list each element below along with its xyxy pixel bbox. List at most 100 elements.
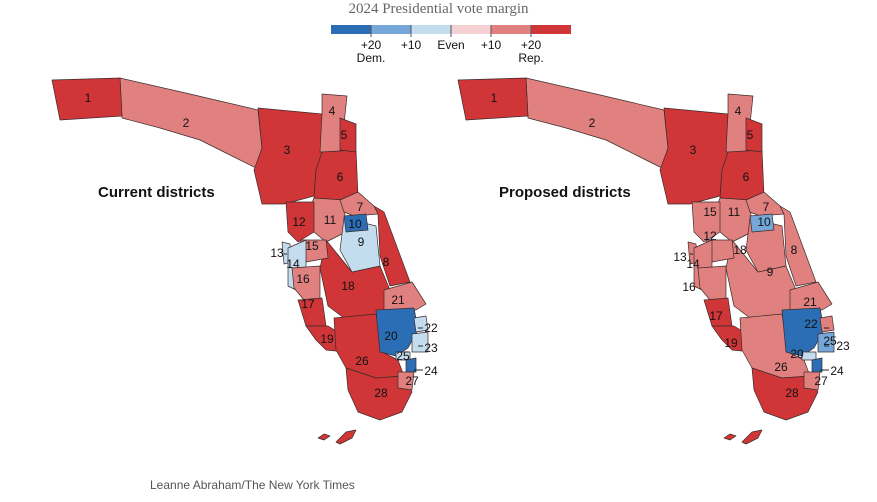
current-district-label-14: 14 (286, 257, 300, 271)
current-district-label-22: 22 (424, 321, 438, 335)
current-district-label-6: 6 (337, 170, 344, 184)
current-district-12 (285, 201, 315, 243)
current-district-label-16: 16 (296, 272, 310, 286)
current-district-label-13: 13 (270, 246, 284, 260)
proposed-district-16 (697, 265, 727, 301)
proposed-district-label-19: 19 (724, 336, 738, 350)
legend-swatch-2 (371, 25, 411, 34)
legend-tick-label: +20 (521, 38, 542, 52)
current-district-22 (413, 315, 429, 333)
proposed-district-8 (779, 205, 817, 287)
current-district-28 (345, 367, 413, 421)
proposed-florida-keys (741, 429, 763, 445)
proposed-district-label-17: 17 (709, 309, 723, 323)
proposed-district-label-4: 4 (735, 104, 742, 118)
current-district-24 (405, 357, 417, 373)
legend-tick-sublabel: Dem. (357, 51, 386, 65)
proposed-district-label-1: 1 (491, 91, 498, 105)
proposed-district-5 (745, 117, 763, 153)
proposed-district-label-25: 25 (823, 334, 837, 348)
legend-tick-sublabel: Rep. (518, 51, 543, 65)
proposed-district-20 (781, 307, 825, 357)
proposed-district-label-24: 24 (830, 364, 844, 378)
current-district-label-2: 2 (183, 116, 190, 130)
legend-swatch-6 (531, 25, 571, 34)
current-district-23 (411, 331, 429, 353)
proposed-district-label-15: 15 (703, 205, 717, 219)
legend-tick-label: +10 (481, 38, 502, 52)
current-district-label-8: 8 (383, 255, 390, 269)
current-district-2 (119, 77, 263, 169)
current-district-label-9: 9 (358, 235, 365, 249)
proposed-district-label-18: 18 (733, 243, 747, 257)
current-district-label-28: 28 (374, 386, 388, 400)
current-florida-keys-west (317, 433, 331, 441)
current-district-label-4: 4 (329, 104, 336, 118)
current-district-label-11: 11 (324, 213, 337, 227)
current-district-20 (375, 307, 419, 357)
proposed-district-1 (457, 77, 529, 121)
legend-tick-label: +20 (361, 38, 382, 52)
current-district-27 (397, 371, 415, 391)
current-district-label-23: 23 (424, 341, 438, 355)
legend-title: 2024 Presidential vote margin (348, 1, 529, 17)
current-district-label-19: 19 (320, 332, 334, 346)
current-district-label-7: 7 (357, 200, 364, 214)
current-district-21 (383, 281, 427, 311)
proposed-district-label-23: 23 (836, 339, 850, 353)
proposed-district-label-22: 22 (804, 317, 818, 331)
legend-tick-label: +10 (401, 38, 422, 52)
current-district-label-1: 1 (85, 91, 92, 105)
proposed-district-label-21: 21 (803, 295, 817, 309)
current-district-label-15: 15 (305, 239, 319, 253)
proposed-district-label-27: 27 (814, 374, 828, 388)
current-district-label-21: 21 (391, 293, 405, 307)
legend-swatch-1 (331, 25, 371, 34)
current-district-label-5: 5 (341, 128, 348, 142)
proposed-district-22 (819, 315, 835, 333)
proposed-district-28 (751, 367, 819, 421)
current-district-label-24: 24 (424, 364, 438, 378)
proposed-district-label-20: 20 (790, 347, 804, 361)
proposed-district-label-11: 11 (728, 205, 741, 219)
current-district-1 (51, 77, 123, 121)
proposed-district-27 (803, 371, 821, 391)
proposed-district-label-10: 10 (757, 215, 771, 229)
proposed-district-label-7: 7 (763, 200, 770, 214)
legend-swatch-4 (451, 25, 491, 34)
credit-line: Leanne Abraham/The New York Times (150, 478, 355, 492)
proposed-district-25 (801, 351, 817, 361)
proposed-district-label-8: 8 (791, 243, 798, 257)
current-district-10 (343, 213, 369, 233)
proposed-district-label-14: 14 (686, 257, 700, 271)
current-district-label-20: 20 (384, 329, 398, 343)
current-district-label-26: 26 (355, 354, 369, 368)
proposed-district-label-3: 3 (690, 143, 697, 157)
legend-swatch-5 (491, 25, 531, 34)
proposed-district-label-26: 26 (774, 360, 788, 374)
current-district-label-18: 18 (341, 279, 355, 293)
proposed-district-23 (817, 331, 835, 353)
current-districts-label: Current districts (98, 184, 215, 201)
proposed-district-2 (525, 77, 669, 169)
current-district-label-27: 27 (405, 374, 419, 388)
proposed-district-label-5: 5 (747, 128, 754, 142)
proposed-district-label-12: 12 (703, 229, 717, 243)
current-district-8 (373, 205, 411, 287)
current-district-label-25: 25 (396, 349, 410, 363)
current-district-5 (339, 117, 357, 153)
proposed-districts-label: Proposed districts (499, 184, 631, 201)
legend-tick-label: Even (437, 38, 464, 52)
proposed-district-24 (811, 357, 823, 373)
proposed-district-10 (749, 213, 775, 233)
proposed-florida-keys-west (723, 433, 737, 441)
proposed-district-label-16: 16 (682, 280, 696, 294)
proposed-district-label-13: 13 (673, 250, 687, 264)
proposed-district-label-6: 6 (743, 170, 750, 184)
current-district-label-12: 12 (292, 215, 306, 229)
proposed-district-21 (789, 281, 833, 311)
proposed-district-12 (691, 201, 721, 243)
